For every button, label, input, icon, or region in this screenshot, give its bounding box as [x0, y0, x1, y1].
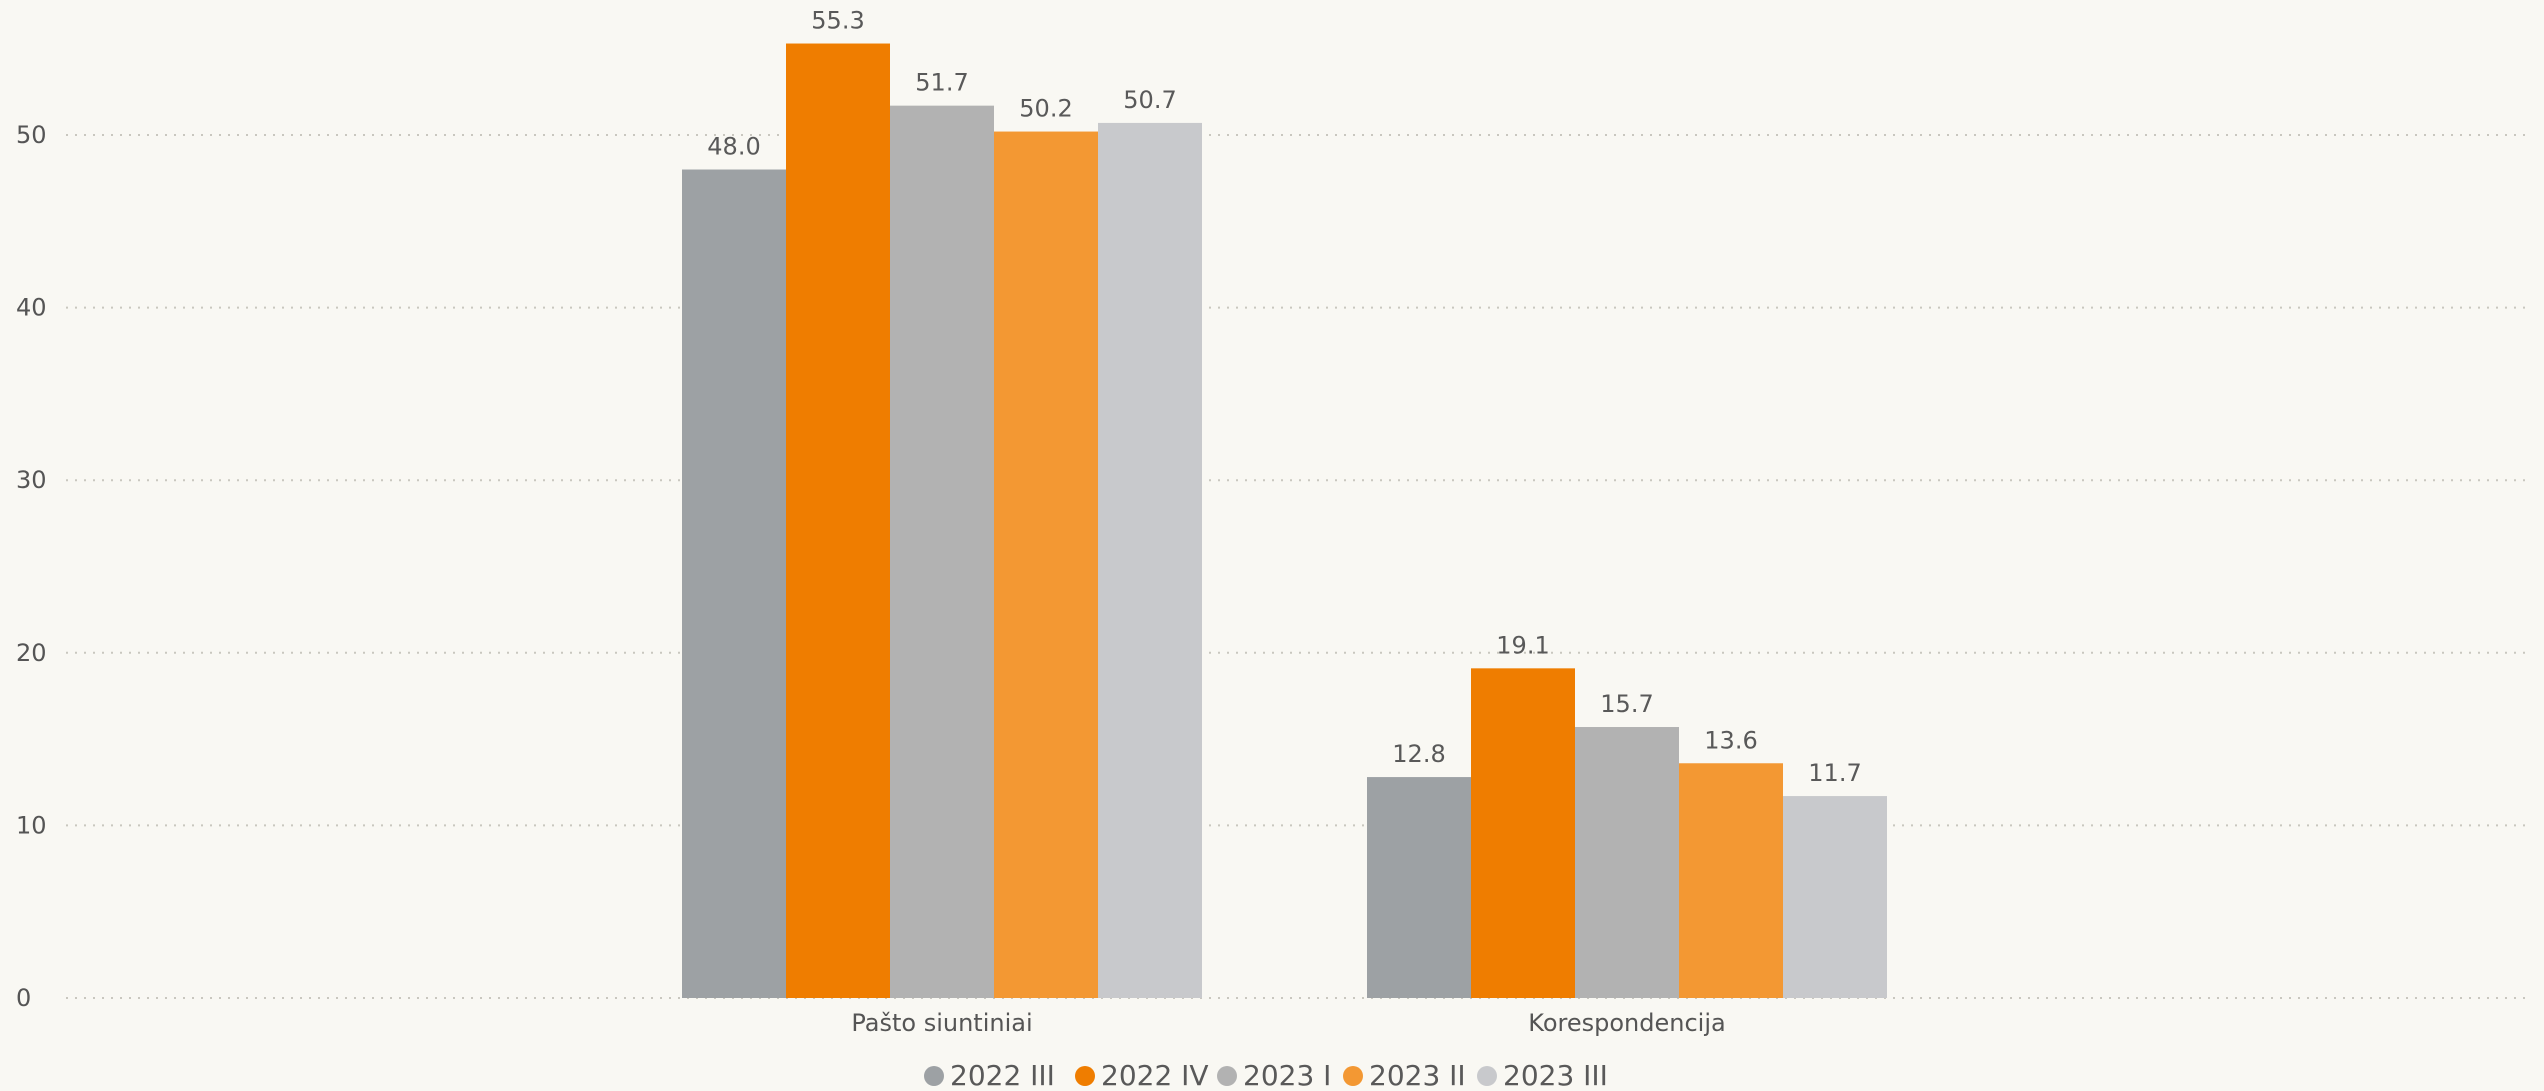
- bars: 48.0 55.3 51.7 50.2 50.7 12.8 19.1 15.7 13.6 11.7: [682, 7, 1887, 999]
- legend-swatch: [1477, 1066, 1497, 1086]
- bar[interactable]: [786, 43, 890, 999]
- data-label: 55.3: [811, 7, 864, 35]
- y-axis: 0 10 20 30 40 50: [16, 121, 47, 1012]
- bar[interactable]: [1679, 763, 1783, 998]
- legend-label: 2022 IV: [1101, 1059, 1209, 1091]
- legend-label: 2022 III: [950, 1059, 1055, 1091]
- y-tick-label: 20: [16, 639, 47, 667]
- data-label: 15.7: [1600, 690, 1653, 718]
- y-tick-label: 10: [16, 811, 47, 839]
- bar[interactable]: [1471, 668, 1575, 998]
- data-label: 50.2: [1019, 95, 1072, 123]
- legend-label: 2023 I: [1243, 1059, 1331, 1091]
- data-label: 19.1: [1496, 631, 1549, 659]
- legend-item[interactable]: 2022 IV: [1075, 1059, 1209, 1091]
- x-axis: Pašto siuntiniai Korespondencija: [851, 1009, 1725, 1037]
- bar[interactable]: [682, 169, 786, 998]
- legend[interactable]: 2022 III 2022 IV 2023 I 2023 II 2023 III: [924, 1059, 1608, 1091]
- data-label: 13.6: [1704, 726, 1757, 754]
- legend-swatch: [924, 1066, 944, 1086]
- y-tick-label: 30: [16, 466, 47, 494]
- legend-swatch: [1075, 1066, 1095, 1086]
- legend-swatch: [1343, 1066, 1363, 1086]
- data-label: 50.7: [1123, 86, 1176, 114]
- category-label: Pašto siuntiniai: [851, 1009, 1032, 1037]
- legend-swatch: [1217, 1066, 1237, 1086]
- bar[interactable]: [890, 105, 994, 998]
- data-label: 48.0: [707, 133, 760, 161]
- legend-item[interactable]: 2023 I: [1217, 1059, 1331, 1091]
- legend-item[interactable]: 2023 II: [1343, 1059, 1466, 1091]
- y-tick-label: 50: [16, 121, 47, 149]
- legend-label: 2023 II: [1369, 1059, 1466, 1091]
- bar[interactable]: [1783, 796, 1887, 998]
- y-tick-label: 0: [16, 984, 31, 1012]
- data-label: 11.7: [1808, 759, 1861, 787]
- bar[interactable]: [1575, 727, 1679, 998]
- data-label: 12.8: [1392, 740, 1445, 768]
- gridlines: [66, 134, 2530, 999]
- data-label: 51.7: [915, 69, 968, 97]
- legend-item[interactable]: 2022 III: [924, 1059, 1055, 1091]
- y-tick-label: 40: [16, 294, 47, 322]
- category-label: Korespondencija: [1528, 1009, 1725, 1037]
- bar[interactable]: [1367, 777, 1471, 998]
- bar[interactable]: [1098, 122, 1202, 999]
- legend-item[interactable]: 2023 III: [1477, 1059, 1608, 1091]
- bar[interactable]: [994, 131, 1098, 999]
- legend-label: 2023 III: [1503, 1059, 1608, 1091]
